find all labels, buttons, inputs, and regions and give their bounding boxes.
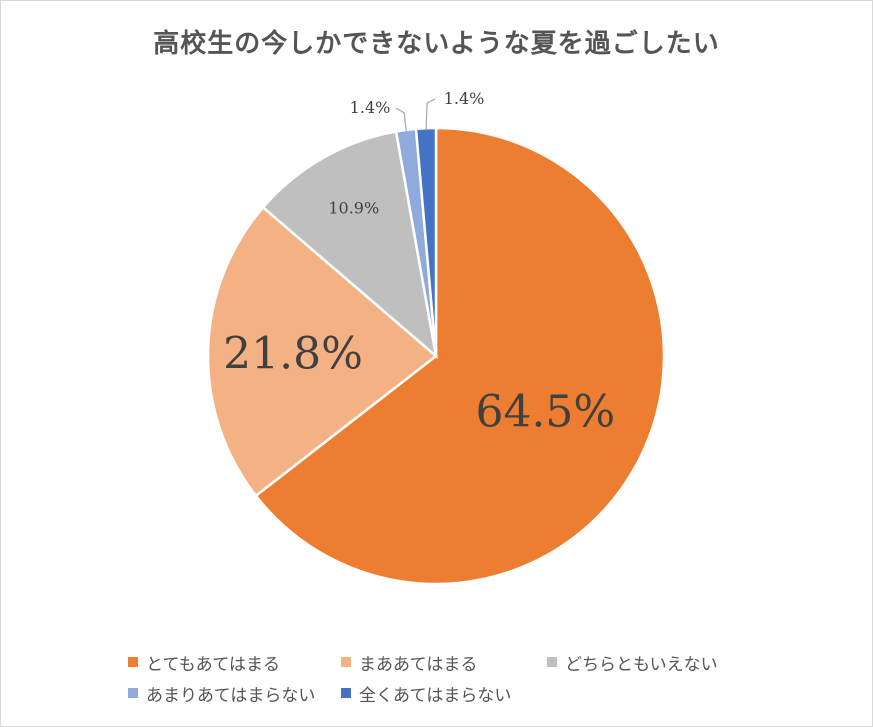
legend-label-maa: まああてはまる — [359, 654, 478, 675]
legend-item-totemo: とてもあてはまる — [128, 651, 280, 675]
legend-item-maa: まああてはまる — [341, 651, 478, 675]
legend-swatch-dochira — [547, 657, 557, 667]
legend-swatch-maa — [341, 657, 351, 667]
legend-label-amari: あまりあてはまらない — [146, 685, 316, 706]
pie-slice-maa — [206, 205, 438, 498]
legend-swatch-totemo — [128, 657, 138, 667]
leader-line-amari — [395, 107, 407, 133]
leader-line-mattaku — [425, 98, 436, 131]
legend-label-dochira: どちらともいえない — [565, 654, 718, 675]
pie-slice-totemo — [254, 126, 666, 586]
legend-swatch-mattaku — [341, 688, 351, 698]
legend-item-mattaku: 全くあてはまらない — [341, 682, 512, 706]
data-label-amari: 1.4% — [350, 98, 391, 117]
legend-label-mattaku: 全くあてはまらない — [359, 685, 512, 706]
data-label-dochira: 10.9% — [328, 198, 379, 217]
legend-label-totemo: とてもあてはまる — [146, 654, 280, 675]
legend-swatch-amari — [128, 688, 138, 698]
data-label-totemo: 64.5% — [475, 387, 615, 438]
chart-title: 高校生の今しかできないような夏を過ごしたい — [153, 29, 720, 59]
data-label-maa: 21.8% — [223, 328, 363, 379]
pie-slice-dochira — [261, 130, 438, 360]
legend-item-dochira: どちらともいえない — [547, 651, 718, 675]
legend-item-amari: あまりあてはまらない — [128, 682, 316, 706]
data-label-mattaku: 1.4% — [444, 89, 485, 108]
